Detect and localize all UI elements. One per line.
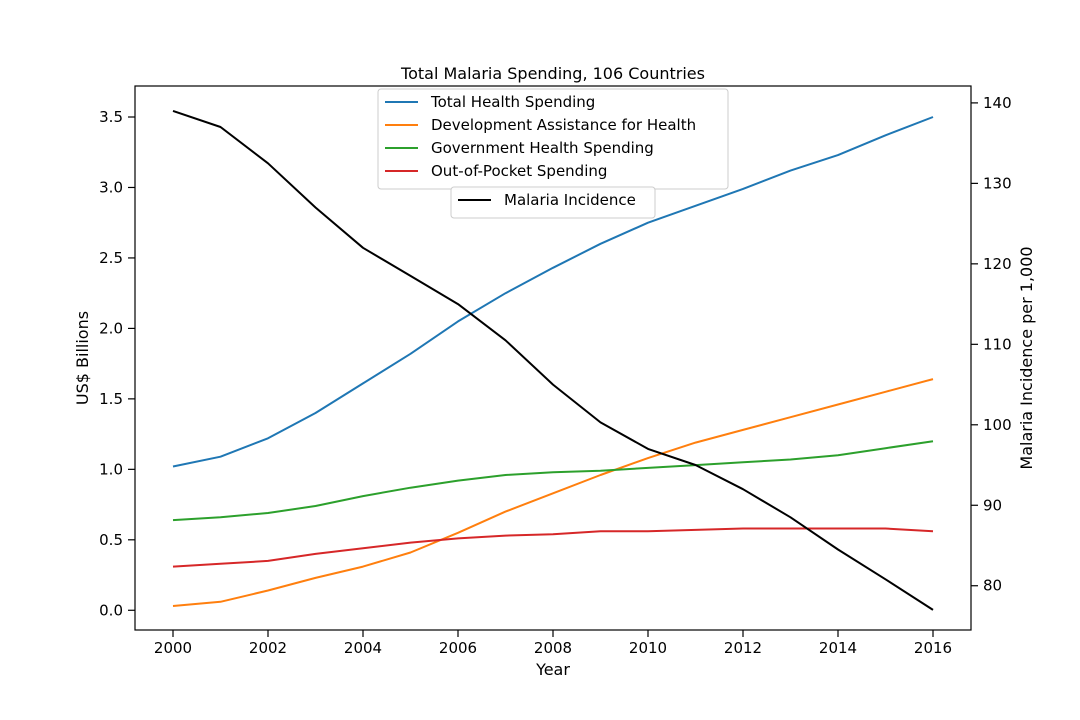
- y2-tick-label: 140: [983, 94, 1012, 112]
- series-line-development-assistance-for-health: [172, 378, 934, 607]
- y-tick-label: 3.5: [99, 108, 123, 126]
- x-tick-label: 2012: [724, 639, 762, 657]
- legend-label: Government Health Spending: [431, 139, 654, 157]
- legend-label: Total Health Spending: [430, 93, 595, 111]
- series-line-government-health-spending: [172, 440, 934, 522]
- y-tick-label: 1.0: [99, 460, 123, 478]
- y-tick-label: 0.0: [99, 601, 123, 619]
- axes-layer: 2000 2002 2004 2006 2008 2010 2012 2014 2016 0.0 0…: [99, 94, 1012, 657]
- y2-tick-label: 80: [983, 577, 1002, 595]
- y-axis-label: US$ Billions: [73, 311, 92, 405]
- legend-label: Out-of-Pocket Spending: [431, 162, 607, 180]
- y-tick-label: 2.5: [99, 249, 123, 267]
- legend-primary: Total Health Spending Development Assista…: [377, 88, 729, 190]
- x-tick-label: 2002: [249, 639, 287, 657]
- x-tick-label: 2008: [534, 639, 572, 657]
- series-layer: [172, 109, 934, 611]
- x-tick-label: 2004: [344, 639, 382, 657]
- y-tick-label: 1.5: [99, 390, 123, 408]
- legend-box: [450, 186, 656, 219]
- y2-tick-label: 100: [983, 416, 1012, 434]
- y2-tick-label: 130: [983, 174, 1012, 192]
- y-tick-label: 3.0: [99, 178, 123, 196]
- y2-axis-label: Malaria Incidence per 1,000: [1017, 246, 1036, 469]
- x-tick-label: 2010: [629, 639, 667, 657]
- x-tick-label: 2016: [914, 639, 952, 657]
- series-line-total-health-spending: [172, 116, 934, 468]
- legend-secondary: Malaria Incidence: [450, 186, 656, 219]
- series-line-malaria-incidence: [172, 109, 934, 611]
- y-tick-label: 2.0: [99, 319, 123, 337]
- legend-label: Malaria Incidence: [504, 191, 636, 209]
- legend-label: Development Assistance for Health: [431, 116, 696, 134]
- y2-tick-label: 120: [983, 255, 1012, 273]
- y-tick-label: 0.5: [99, 531, 123, 549]
- y2-tick-label: 110: [983, 335, 1012, 353]
- x-tick-label: 2000: [154, 639, 192, 657]
- x-tick-label: 2014: [819, 639, 857, 657]
- x-tick-label: 2006: [439, 639, 477, 657]
- y2-tick-label: 90: [983, 496, 1002, 514]
- chart-title: Total Malaria Spending, 106 Countries: [400, 64, 705, 83]
- x-axis-label: Year: [535, 660, 570, 679]
- series-line-out-of-pocket-spending: [172, 527, 934, 568]
